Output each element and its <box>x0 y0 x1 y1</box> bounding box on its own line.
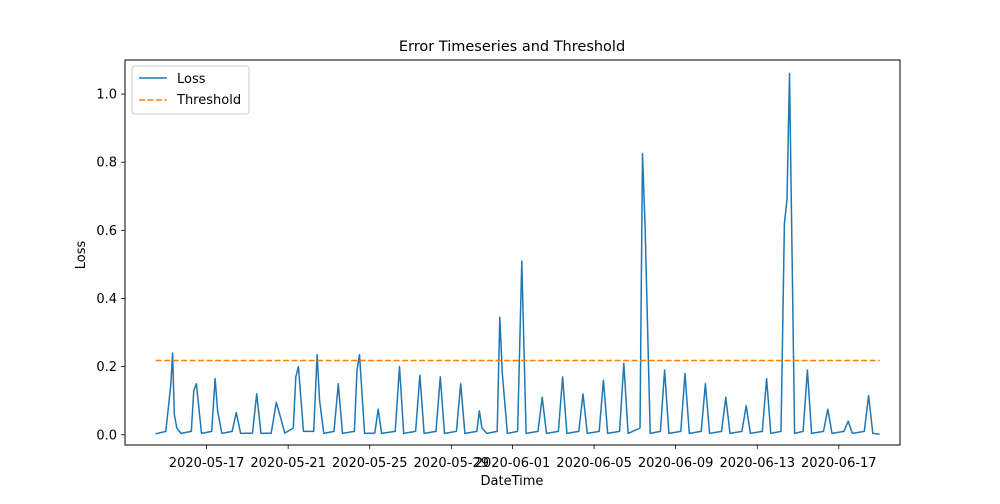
x-axis: 2020-05-17 2020-05-21 2020-05-25 2020-05-29… <box>169 445 877 471</box>
y-axis: 0.0 0.2 0.4 0.6 0.8 1.0 <box>96 88 125 443</box>
x-tick-label: 2020-06-13 <box>719 456 795 471</box>
x-tick-label: 2020-06-17 <box>801 456 877 471</box>
x-tick-label: 2020-05-21 <box>250 456 326 471</box>
chart-title: Error Timeseries and Threshold <box>399 39 625 55</box>
series-line-loss <box>155 72 880 435</box>
x-tick-label: 2020-06-09 <box>638 456 714 471</box>
y-tick-label: 0.2 <box>96 360 117 375</box>
y-tick-label: 0.8 <box>96 156 117 171</box>
y-tick-label: 0.6 <box>96 224 117 239</box>
y-tick-label: 1.0 <box>96 88 117 103</box>
x-axis-label: DateTime <box>481 474 544 489</box>
y-tick-label: 0.0 <box>96 428 117 443</box>
y-axis-label: Loss <box>74 241 89 270</box>
series-layer <box>155 72 880 435</box>
x-tick-label: 2020-06-01 <box>475 456 551 471</box>
x-tick-label: 2020-05-25 <box>332 456 408 471</box>
legend: Loss Threshold <box>131 65 250 115</box>
legend-label-threshold: Threshold <box>176 93 241 108</box>
x-tick-label: 2020-05-17 <box>169 456 245 471</box>
legend-label-loss: Loss <box>177 72 206 87</box>
x-tick-label: 2020-05-29 <box>414 456 490 471</box>
y-tick-label: 0.4 <box>96 292 117 307</box>
x-tick-label: 2020-06-05 <box>556 456 632 471</box>
